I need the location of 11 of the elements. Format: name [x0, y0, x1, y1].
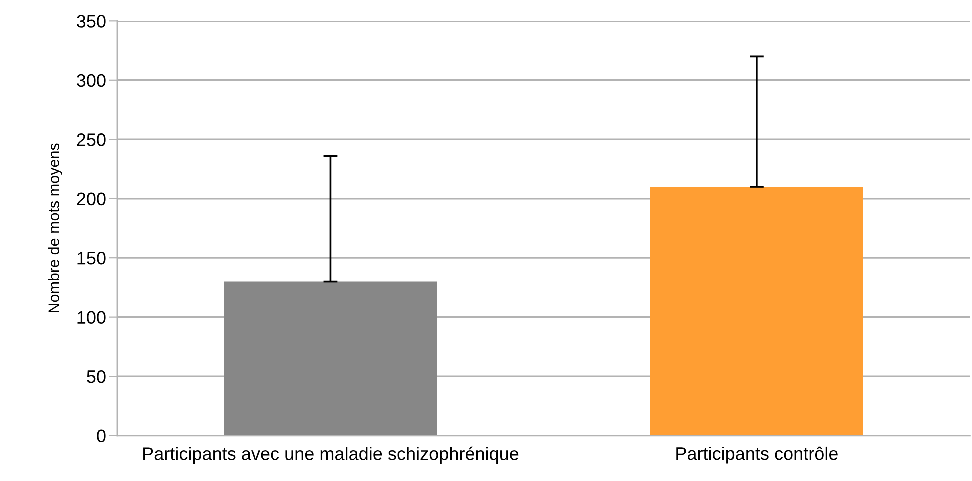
y-tick-label: 50 — [87, 370, 106, 384]
y-tick-label: 100 — [78, 311, 106, 324]
y-tick-label: 350 — [77, 15, 106, 28]
y-tick-label: 150 — [78, 252, 106, 265]
x-tick-label: Participants avec une maladie schizophrénique — [144, 446, 519, 464]
y-tick-label: 300 — [77, 74, 106, 88]
y-tick-label: 0 — [97, 430, 106, 443]
y-tick-label: 250 — [77, 134, 106, 146]
y-axis-title: Nombre de mots moyens — [48, 144, 62, 313]
x-tick-label: Participants contrôle — [676, 446, 838, 464]
y-tick-label: 200 — [77, 192, 106, 206]
